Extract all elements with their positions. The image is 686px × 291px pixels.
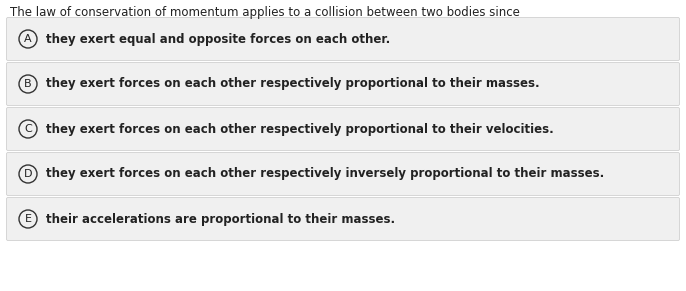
FancyBboxPatch shape (6, 107, 680, 150)
Text: their accelerations are proportional to their masses.: their accelerations are proportional to … (46, 212, 395, 226)
Text: C: C (24, 124, 32, 134)
Text: A: A (24, 34, 32, 44)
Text: The law of conservation of momentum applies to a collision between two bodies si: The law of conservation of momentum appl… (10, 6, 520, 19)
Text: E: E (25, 214, 32, 224)
FancyBboxPatch shape (6, 17, 680, 61)
Text: they exert forces on each other respectively proportional to their velocities.: they exert forces on each other respecti… (46, 123, 554, 136)
FancyBboxPatch shape (6, 63, 680, 106)
Text: D: D (24, 169, 32, 179)
Text: they exert forces on each other respectively proportional to their masses.: they exert forces on each other respecti… (46, 77, 540, 91)
FancyBboxPatch shape (6, 198, 680, 240)
Text: they exert forces on each other respectively inversely proportional to their mas: they exert forces on each other respecti… (46, 168, 604, 180)
Text: they exert equal and opposite forces on each other.: they exert equal and opposite forces on … (46, 33, 390, 45)
FancyBboxPatch shape (6, 152, 680, 196)
Text: B: B (24, 79, 32, 89)
